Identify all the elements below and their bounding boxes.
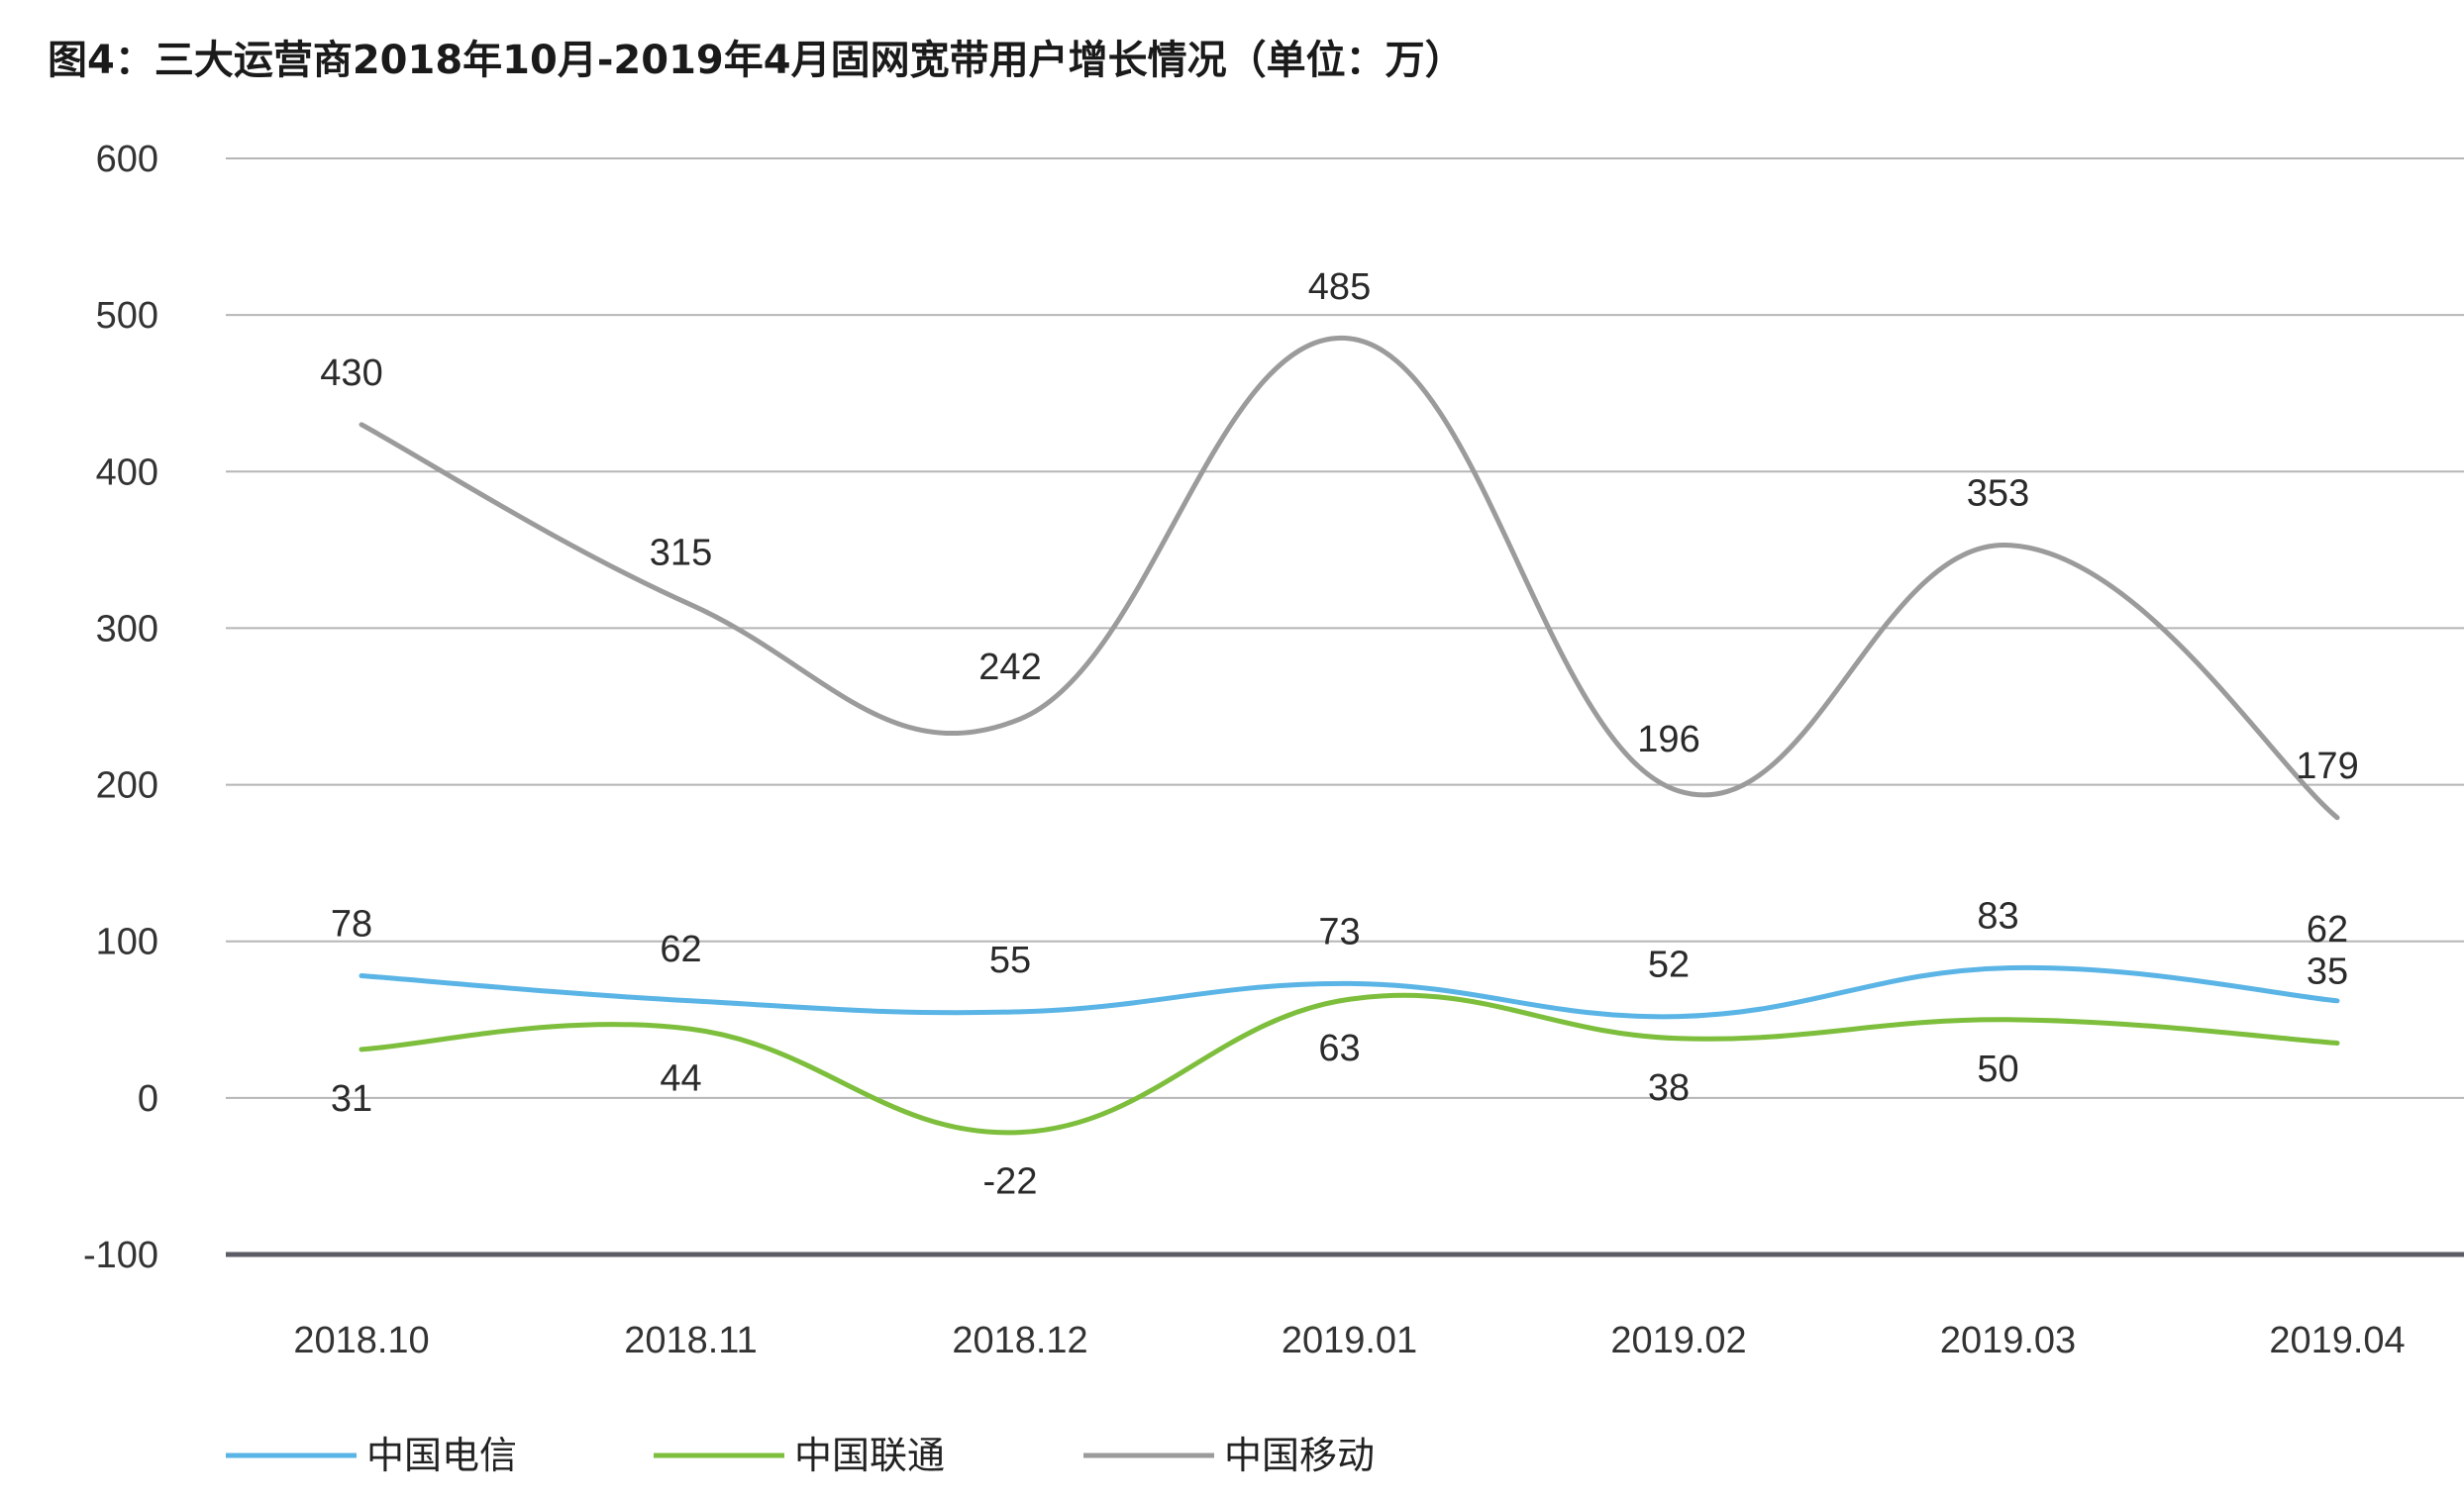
data-label-telecom: 62 <box>2307 909 2348 951</box>
x-tick-label: 2019.03 <box>1940 1320 2076 1361</box>
legend-label-unicom: 中国联通 <box>794 1434 945 1477</box>
data-label-unicom: 44 <box>660 1057 701 1099</box>
data-label-unicom: 50 <box>1977 1049 2018 1090</box>
data-label-mobile: 179 <box>2296 746 2358 787</box>
legend-label-telecom: 中国电信 <box>366 1434 517 1477</box>
data-label-unicom: 38 <box>1648 1067 1690 1109</box>
y-tick-label: 400 <box>96 451 158 493</box>
data-label-unicom: -22 <box>983 1161 1038 1203</box>
x-tick-label: 2019.04 <box>2269 1320 2405 1361</box>
y-tick-label: 300 <box>96 608 158 650</box>
data-label-mobile: 196 <box>1637 719 1699 760</box>
series-line-telecom <box>359 964 2340 1020</box>
data-label-unicom: 63 <box>1318 1028 1360 1069</box>
data-label-telecom: 78 <box>331 904 372 946</box>
data-label-unicom: 35 <box>2307 952 2348 993</box>
data-label-mobile: 315 <box>650 533 712 574</box>
data-label-mobile: 430 <box>320 352 382 394</box>
legend: 中国电信 中国联通 中国移动 <box>226 1434 1375 1477</box>
data-labels: 78 62 55 73 52 83 62 31 44 -22 63 38 50 35 430 315 242 48… <box>320 266 2358 1203</box>
data-label-telecom: 52 <box>1648 945 1690 986</box>
x-tick-label: 2018.10 <box>293 1320 429 1361</box>
y-tick-label: 100 <box>96 922 158 963</box>
x-tick-label: 2019.01 <box>1282 1320 1417 1361</box>
data-label-telecom: 83 <box>1977 896 2018 938</box>
x-tick-label: 2018.12 <box>952 1320 1087 1361</box>
y-tick-label: 200 <box>96 765 158 807</box>
data-label-telecom: 55 <box>989 940 1031 981</box>
data-label-mobile: 485 <box>1308 266 1371 308</box>
x-axis-tick-labels: 2018.10 2018.11 2018.12 2019.01 2019.02 2019.… <box>293 1320 2405 1361</box>
legend-label-mobile: 中国移动 <box>1224 1434 1375 1477</box>
x-tick-label: 2018.11 <box>624 1320 758 1361</box>
data-label-mobile: 242 <box>978 647 1041 688</box>
y-tick-label: 500 <box>96 295 158 337</box>
gridlines <box>226 157 2464 1257</box>
data-label-telecom: 73 <box>1318 911 1360 952</box>
chart-title: 图4：三大运营商2018年10月-2019年4月固网宽带用户增长情况（单位：万） <box>48 38 1465 83</box>
y-axis-tick-labels: 600 500 400 300 200 100 0 -100 <box>83 139 158 1276</box>
series-line-mobile <box>359 336 2340 821</box>
y-tick-label: 0 <box>138 1078 158 1120</box>
y-tick-label: 600 <box>96 139 158 180</box>
data-label-unicom: 31 <box>331 1078 372 1120</box>
series-line-unicom <box>359 992 2340 1136</box>
data-label-telecom: 62 <box>660 929 701 970</box>
y-tick-label: -100 <box>83 1235 158 1276</box>
x-tick-label: 2019.02 <box>1610 1320 1746 1361</box>
data-label-mobile: 353 <box>1967 473 2029 515</box>
series-lines <box>359 336 2340 1136</box>
